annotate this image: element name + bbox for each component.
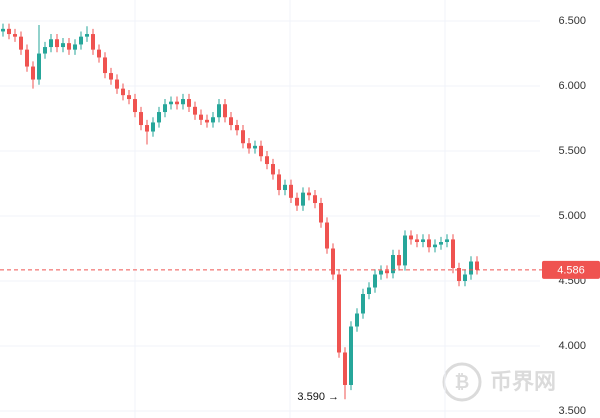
candle-body: [121, 88, 125, 96]
candle-body: [55, 39, 59, 48]
candle-body: [349, 326, 353, 385]
candle-body: [331, 248, 335, 275]
candle-body: [61, 43, 65, 48]
candle-body: [187, 99, 191, 107]
candle-body: [247, 143, 251, 149]
candle-body: [25, 49, 29, 67]
candle-body: [265, 156, 269, 165]
candle-body: [469, 261, 473, 275]
candle-body: [49, 39, 53, 48]
candle-body: [343, 352, 347, 385]
candle-body: [43, 47, 47, 54]
candle-body: [259, 145, 263, 157]
candle-body: [475, 261, 479, 270]
candle-body: [109, 73, 113, 80]
y-tick-label: 6.500: [558, 15, 586, 27]
candle-body: [433, 244, 437, 248]
watermark-logo-mark: ₿: [455, 372, 470, 392]
candle-body: [289, 184, 293, 198]
y-tick-label: 6.000: [558, 80, 586, 92]
candle-body: [373, 274, 377, 288]
candle-body: [445, 239, 449, 243]
candle-body: [439, 242, 443, 245]
candle-body: [355, 313, 359, 327]
candle-body: [301, 192, 305, 206]
candle-body: [397, 255, 401, 266]
candle-body: [139, 112, 143, 126]
candle-body: [235, 125, 239, 131]
candle-body: [313, 195, 317, 204]
candle-body: [337, 274, 341, 353]
candle-body: [31, 66, 35, 80]
candle-body: [361, 294, 365, 314]
candle-body: [193, 106, 197, 115]
candle-body: [211, 117, 215, 123]
watermark: ₿ 币界网: [442, 362, 556, 402]
candle-body: [115, 79, 119, 89]
candle-body: [319, 203, 323, 223]
candle-body: [223, 104, 227, 118]
low-annotation: 3.590 →: [297, 391, 339, 403]
last-price-box: [542, 260, 600, 279]
candle-body: [421, 239, 425, 243]
last-price-label: 4.586: [557, 265, 585, 277]
candle-body: [151, 122, 155, 132]
candle-body: [307, 192, 311, 196]
watermark-text: 币界网: [490, 369, 556, 394]
candle-body: [253, 145, 257, 149]
candle-body: [385, 270, 389, 274]
candle-body: [367, 287, 371, 295]
candle-body: [457, 268, 461, 282]
candle-body: [145, 125, 149, 132]
candle-body: [229, 117, 233, 126]
candle-body: [157, 112, 161, 123]
candle-body: [79, 36, 83, 45]
candle-body: [415, 239, 419, 243]
candle-body: [271, 164, 275, 175]
candle-body: [175, 101, 179, 105]
candle-body: [391, 255, 395, 274]
candle-body: [181, 99, 185, 105]
candle-body: [13, 34, 17, 37]
candle-body: [283, 184, 287, 191]
candle-body: [241, 130, 245, 144]
candle-body: [37, 53, 41, 80]
candle-body: [73, 44, 77, 50]
y-tick-label: 4.000: [558, 340, 586, 352]
candle-body: [19, 36, 23, 50]
candle-body: [103, 57, 107, 74]
candle-body: [427, 239, 431, 248]
candle-body: [199, 114, 203, 120]
candle-body: [379, 270, 383, 275]
candle-body: [1, 28, 5, 32]
candle-body: [295, 197, 299, 206]
candle-body: [133, 99, 137, 113]
candle-body: [85, 34, 89, 37]
candle-body: [67, 43, 71, 50]
candle-body: [217, 104, 221, 118]
candle-body: [169, 101, 173, 105]
candle-body: [127, 95, 131, 100]
y-tick-label: 5.500: [558, 145, 586, 157]
candle-body: [91, 34, 95, 50]
candle-body: [409, 235, 413, 240]
y-tick-label: 5.000: [558, 210, 586, 222]
y-tick-label: 3.500: [558, 405, 586, 417]
watermark-logo: [442, 362, 482, 402]
candle-body: [463, 274, 467, 282]
candle-body: [205, 119, 209, 123]
candle-body: [277, 174, 281, 191]
candle-body: [163, 104, 167, 113]
candle-body: [325, 222, 329, 249]
candle-body: [7, 28, 11, 35]
candle-body: [451, 239, 455, 269]
candle-body: [403, 235, 407, 266]
candle-body: [97, 49, 101, 58]
